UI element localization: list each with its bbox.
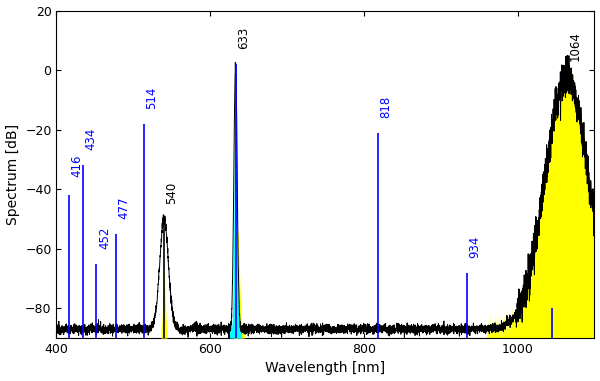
- Text: 477: 477: [117, 197, 130, 219]
- Text: 633: 633: [237, 27, 250, 49]
- Text: 452: 452: [98, 226, 111, 249]
- Text: 934: 934: [469, 235, 481, 258]
- Text: 540: 540: [166, 182, 179, 204]
- X-axis label: Wavelength [nm]: Wavelength [nm]: [265, 362, 386, 375]
- Text: 416: 416: [70, 155, 83, 177]
- Text: 818: 818: [379, 96, 392, 118]
- Text: 514: 514: [146, 86, 158, 109]
- Y-axis label: Spectrum [dB]: Spectrum [dB]: [5, 124, 20, 225]
- Text: 1064: 1064: [568, 31, 581, 61]
- Text: 434: 434: [84, 128, 97, 150]
